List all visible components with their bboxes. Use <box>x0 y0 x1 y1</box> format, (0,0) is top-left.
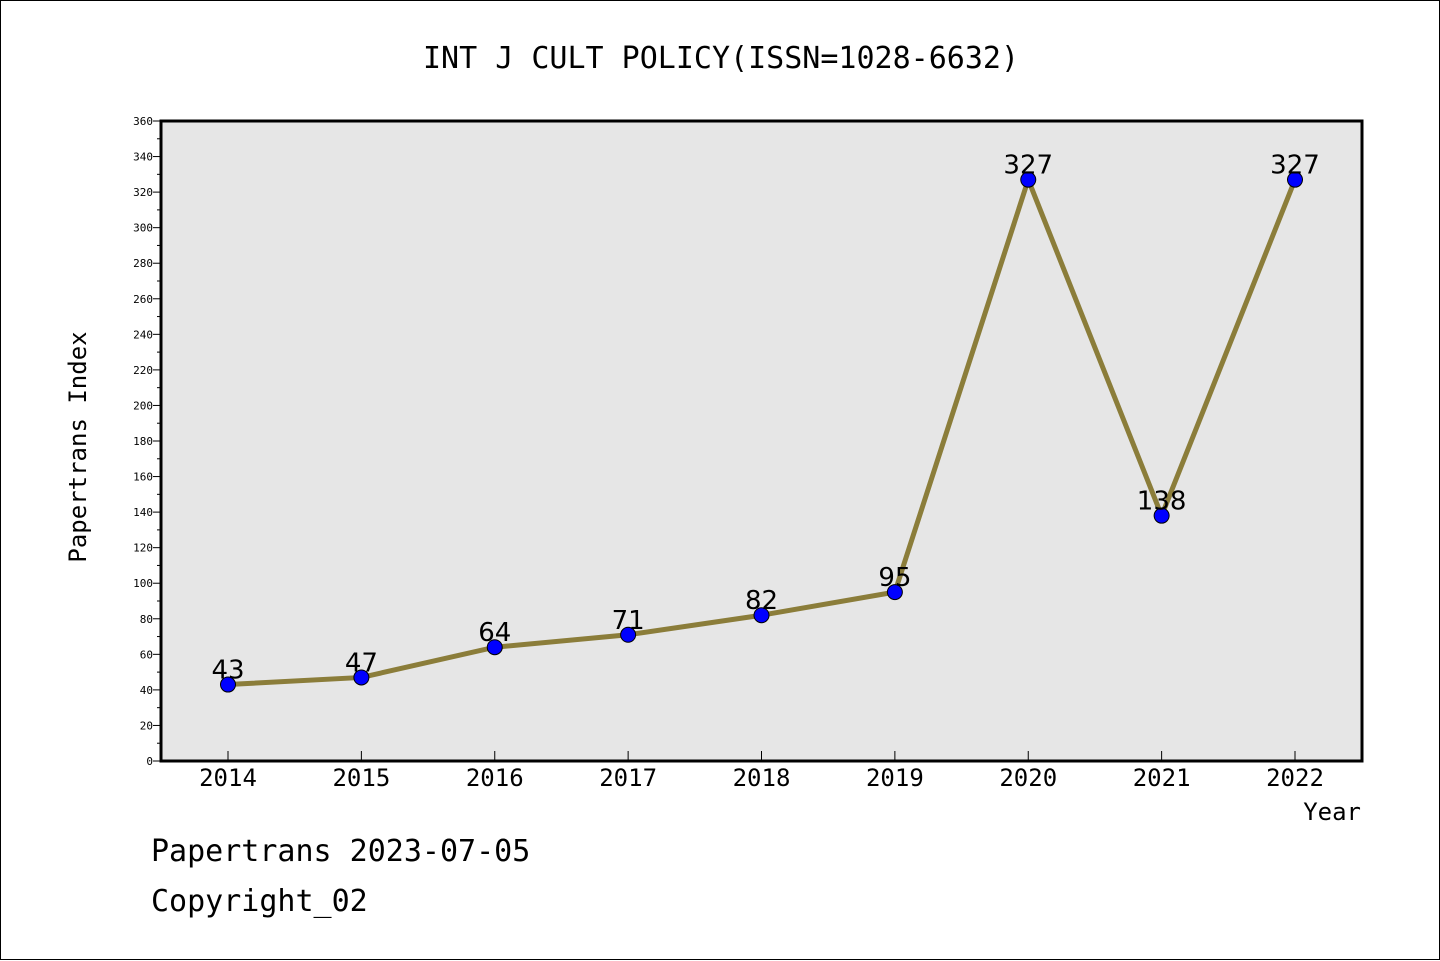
footer-copyright: Copyright_02 <box>151 884 368 919</box>
data-label: 327 <box>1270 151 1320 181</box>
x-tick-label: 2014 <box>199 764 257 792</box>
x-tick-label: 2019 <box>866 764 924 792</box>
y-axis-label: Papertrans Index <box>64 331 92 562</box>
x-tick-label: 2018 <box>733 764 791 792</box>
footer-date: Papertrans 2023-07-05 <box>151 834 531 869</box>
y-tick-label: 340 <box>133 151 153 164</box>
data-point <box>886 584 903 601</box>
x-tick-label: 2016 <box>466 764 524 792</box>
x-tick-label: 2017 <box>599 764 657 792</box>
data-label: 82 <box>745 586 778 616</box>
y-tick-label: 320 <box>133 186 153 199</box>
x-axis: 2014 2015 2016 2017 2018 2019 2020 2021 2022 <box>199 751 1324 792</box>
y-tick-label: 160 <box>133 471 153 484</box>
data-markers <box>220 171 1303 693</box>
x-tick-label: 2015 <box>332 764 390 792</box>
y-tick-label: 0 <box>146 755 153 768</box>
plot-area <box>159 119 1364 763</box>
data-point <box>753 607 770 624</box>
y-tick-label: 140 <box>133 506 153 519</box>
x-tick-label: 2020 <box>999 764 1057 792</box>
y-tick-label: 100 <box>133 577 153 590</box>
data-label: 327 <box>1003 151 1053 181</box>
y-tick-label: 40 <box>140 684 153 697</box>
x-tick-label: 2021 <box>1133 764 1191 792</box>
y-tick-label: 300 <box>133 222 153 235</box>
y-tick-label: 280 <box>133 257 153 270</box>
y-tick-label: 180 <box>133 435 153 448</box>
data-point <box>1153 507 1170 524</box>
chart-title: INT J CULT POLICY(ISSN=1028-6632) <box>423 41 1019 76</box>
y-tick-label: 360 <box>133 115 153 128</box>
data-point <box>620 626 637 643</box>
data-labels: 43 47 64 71 82 95 327 138 327 <box>211 151 1319 686</box>
data-label: 43 <box>211 656 244 686</box>
y-tick-label: 60 <box>140 648 153 661</box>
x-tick-label: 2022 <box>1266 764 1324 792</box>
y-tick-label: 260 <box>133 293 153 306</box>
data-point <box>486 639 503 656</box>
data-label: 71 <box>612 606 645 636</box>
y-tick-label: 220 <box>133 364 153 377</box>
data-label: 95 <box>878 563 911 593</box>
data-label: 64 <box>478 618 511 648</box>
y-tick-label: 80 <box>140 613 153 626</box>
y-axis: 0 20 40 60 80 100 120 140 160 180 200 220 240 260 280 3… <box>133 115 161 768</box>
data-point <box>1020 171 1037 188</box>
data-point <box>220 676 236 693</box>
data-point <box>353 669 370 686</box>
data-label: 47 <box>345 648 378 678</box>
y-tick-label: 20 <box>140 719 153 732</box>
y-tick-label: 200 <box>133 399 153 412</box>
y-tick-label: 240 <box>133 328 153 341</box>
data-label: 138 <box>1137 487 1187 517</box>
y-tick-label: 120 <box>133 542 153 555</box>
data-point <box>1287 171 1303 188</box>
x-axis-label: Year <box>1303 798 1361 826</box>
